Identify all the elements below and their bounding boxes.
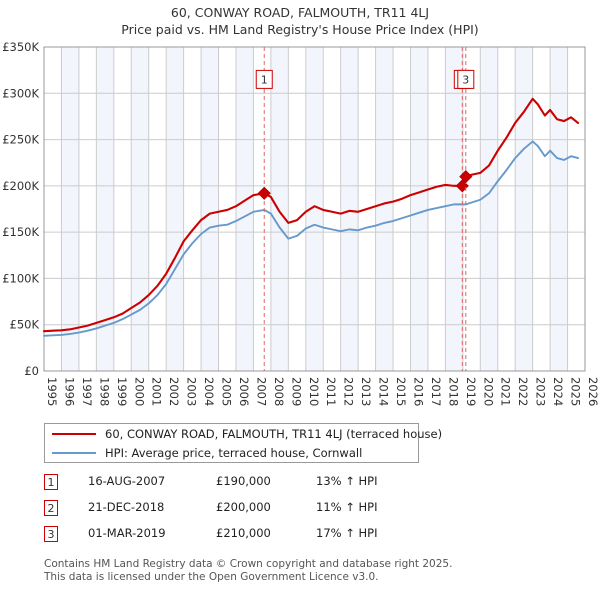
transaction-table: 1 16-AUG-2007 £190,000 13% ↑ HPI 2 21-DE… bbox=[44, 472, 464, 550]
year-band bbox=[480, 47, 498, 371]
transaction-price-1: £190,000 bbox=[216, 474, 271, 488]
y-axis-tick-label: £200K bbox=[2, 179, 39, 193]
page-title: 60, CONWAY ROAD, FALMOUTH, TR11 4LJ Pric… bbox=[0, 4, 600, 38]
x-axis-tick-label: 2011 bbox=[324, 377, 338, 406]
x-axis-tick-label: 2018 bbox=[446, 377, 460, 406]
x-axis-tick-label: 2015 bbox=[394, 377, 408, 406]
transaction-marker-badge-3: 3 bbox=[44, 526, 58, 542]
year-band bbox=[305, 47, 324, 371]
x-axis-tick-label: 2010 bbox=[307, 377, 321, 406]
y-axis-tick-label: £50K bbox=[10, 318, 40, 332]
chart-marker-badge-label: 1 bbox=[261, 73, 268, 86]
x-axis-tick-label: 2003 bbox=[185, 377, 199, 406]
x-axis-tick-label: 2024 bbox=[551, 377, 565, 406]
y-axis-tick-label: £300K bbox=[2, 86, 39, 100]
year-band bbox=[410, 47, 428, 371]
x-axis-tick-label: 2012 bbox=[342, 377, 356, 406]
x-axis-tick-label: 1996 bbox=[62, 377, 76, 406]
year-band bbox=[61, 47, 79, 371]
x-axis-tick-label: 2014 bbox=[377, 377, 391, 406]
footer-licence-line: This data is licensed under the Open Gov… bbox=[44, 571, 379, 583]
transaction-point-marker[interactable] bbox=[257, 186, 271, 200]
chart-legend: 60, CONWAY ROAD, FALMOUTH, TR11 4LJ (ter… bbox=[44, 423, 442, 463]
year-band bbox=[550, 47, 568, 371]
transaction-date-2: 21-DEC-2018 bbox=[88, 500, 165, 514]
legend-label-hpi: HPI: Average price, terraced house, Corn… bbox=[105, 445, 363, 460]
x-axis-tick-label: 2016 bbox=[411, 377, 425, 406]
x-axis-tick-label: 1999 bbox=[115, 377, 129, 406]
x-axis-tick-label: 2005 bbox=[220, 377, 234, 406]
table-row: 3 01-MAR-2019 £210,000 17% ↑ HPI bbox=[44, 524, 464, 550]
x-axis-tick-label: 2021 bbox=[499, 377, 513, 406]
y-axis-tick-label: £100K bbox=[2, 271, 39, 285]
year-band bbox=[270, 47, 289, 371]
transaction-price-2: £200,000 bbox=[216, 500, 271, 514]
year-band bbox=[131, 47, 149, 371]
chart-marker-badge-box[interactable] bbox=[457, 69, 475, 89]
chart-marker-badge-box[interactable] bbox=[255, 69, 273, 89]
table-row: 1 16-AUG-2007 £190,000 13% ↑ HPI bbox=[44, 472, 464, 498]
x-axis-tick-label: 2009 bbox=[289, 377, 303, 406]
year-band bbox=[340, 47, 359, 371]
y-axis-tick-label: £150K bbox=[2, 225, 39, 239]
transaction-date-1: 16-AUG-2007 bbox=[88, 474, 166, 488]
title-address: 60, CONWAY ROAD, FALMOUTH, TR11 4LJ bbox=[170, 5, 430, 20]
transaction-marker-badge-2: 2 bbox=[44, 500, 58, 516]
x-axis-tick-label: 2019 bbox=[464, 377, 478, 406]
x-axis-tick-label: 2025 bbox=[569, 377, 583, 406]
footer-copyright-line: Contains HM Land Registry data © Crown c… bbox=[44, 558, 453, 570]
series-line-hpi bbox=[43, 140, 579, 337]
x-axis-tick-label: 2020 bbox=[481, 377, 495, 406]
transaction-marker-badge-1: 1 bbox=[44, 474, 58, 490]
attribution-footer: Contains HM Land Registry data © Crown c… bbox=[44, 558, 584, 584]
x-axis-tick-label: 2008 bbox=[272, 377, 286, 406]
plot-area-border bbox=[43, 46, 586, 372]
table-row: 2 21-DEC-2018 £200,000 11% ↑ HPI bbox=[44, 498, 464, 524]
x-axis-tick-label: 2017 bbox=[429, 377, 443, 406]
x-axis-tick-label: 2026 bbox=[586, 377, 600, 406]
x-axis-tick-label: 2006 bbox=[237, 377, 251, 406]
x-axis-tick-label: 1997 bbox=[80, 377, 94, 406]
x-axis-tick-label: 2000 bbox=[132, 377, 146, 406]
transaction-date-3: 01-MAR-2019 bbox=[88, 526, 166, 540]
x-axis-tick-label: 2002 bbox=[167, 377, 181, 406]
y-axis-tick-label: £350K bbox=[2, 40, 39, 54]
x-axis-tick-label: 1998 bbox=[97, 377, 111, 406]
year-band bbox=[375, 47, 394, 371]
price-history-chart: £0 £50K £100K £150K £200K £250K £300K £350K 1995… bbox=[2, 40, 600, 406]
year-band bbox=[166, 47, 184, 371]
transaction-hpi-delta-2: 11% ↑ HPI bbox=[316, 500, 378, 514]
x-axis-tick-label: 2013 bbox=[359, 377, 373, 406]
year-band bbox=[515, 47, 533, 371]
legend-color-swatch-hpi bbox=[52, 451, 96, 454]
x-axis-tick-label: 2023 bbox=[534, 377, 548, 406]
chart-marker-badge-label: 3 bbox=[462, 73, 469, 86]
legend-item-hpi: HPI: Average price, terraced house, Corn… bbox=[45, 443, 418, 462]
transaction-hpi-delta-1: 13% ↑ HPI bbox=[316, 474, 378, 488]
y-axis-tick-label: £0 bbox=[24, 364, 39, 378]
x-axis-tick-label: 2007 bbox=[254, 377, 268, 406]
title-subtitle: Price paid vs. HM Land Registry's House … bbox=[121, 22, 479, 37]
x-axis-tick-label: 2004 bbox=[202, 377, 216, 406]
x-axis-tick-label: 2001 bbox=[150, 377, 164, 406]
legend-color-swatch-property bbox=[52, 432, 96, 435]
transaction-price-3: £210,000 bbox=[216, 526, 271, 540]
legend-item-property: 60, CONWAY ROAD, FALMOUTH, TR11 4LJ (ter… bbox=[45, 424, 442, 443]
y-axis-tick-label: £250K bbox=[2, 133, 39, 147]
x-axis-tick-label: 1995 bbox=[45, 377, 59, 406]
year-band bbox=[201, 47, 219, 371]
transaction-point-marker[interactable] bbox=[459, 170, 473, 184]
year-band bbox=[96, 47, 114, 371]
legend-label-property: 60, CONWAY ROAD, FALMOUTH, TR11 4LJ (ter… bbox=[105, 426, 443, 441]
series-line-property bbox=[42, 97, 580, 333]
year-band bbox=[445, 47, 463, 371]
transaction-hpi-delta-3: 17% ↑ HPI bbox=[316, 526, 378, 540]
x-axis-tick-label: 2022 bbox=[516, 377, 530, 406]
year-band bbox=[235, 47, 254, 371]
